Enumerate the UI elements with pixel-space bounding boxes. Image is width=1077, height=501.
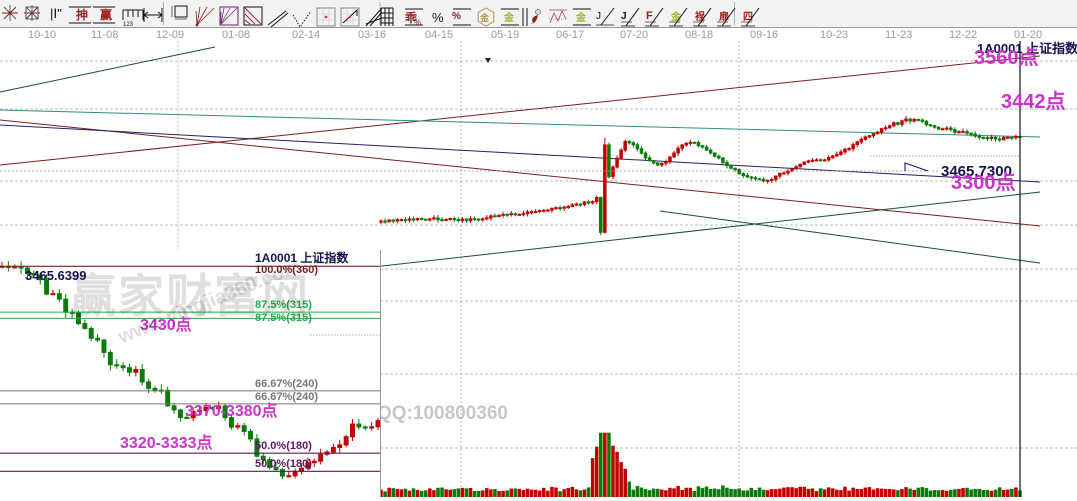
- svg-text:3465.6399: 3465.6399: [25, 268, 86, 283]
- svg-text:%: %: [452, 11, 461, 22]
- svg-text:66.67%(240): 66.67%(240): [255, 391, 318, 403]
- svg-text:1A0001 上证指数: 1A0001 上证指数: [255, 250, 349, 265]
- svg-text:QQ:100800360: QQ:100800360: [377, 403, 508, 424]
- svg-text:50.0%(180): 50.0%(180): [255, 458, 312, 470]
- svg-text:金: 金: [670, 10, 682, 23]
- svg-text:金: 金: [575, 11, 587, 24]
- svg-text:四: 四: [743, 11, 753, 23]
- svg-text:3560点: 3560点: [974, 46, 1039, 69]
- svg-text:123: 123: [123, 22, 134, 27]
- svg-text:金: 金: [503, 11, 515, 24]
- svg-text:赢: 赢: [100, 7, 112, 22]
- svg-text:J: J: [621, 11, 627, 22]
- svg-text:%: %: [432, 10, 444, 25]
- svg-text:3442点: 3442点: [1001, 90, 1066, 113]
- svg-text:3430点: 3430点: [140, 315, 192, 334]
- svg-text:%: %: [414, 18, 421, 27]
- svg-text:3370-3380点: 3370-3380点: [185, 401, 278, 420]
- svg-text:87.5%(315): 87.5%(315): [255, 312, 312, 324]
- svg-text:金: 金: [479, 12, 490, 23]
- svg-text:50.0%(180): 50.0%(180): [255, 440, 312, 452]
- svg-text:100.0%(360): 100.0%(360): [255, 264, 318, 276]
- svg-text:|Ⅰ": |Ⅰ": [50, 6, 62, 21]
- svg-text:66.67%(240): 66.67%(240): [255, 378, 318, 390]
- svg-text:3320-3333点: 3320-3333点: [120, 433, 213, 452]
- svg-text:87.5%(315): 87.5%(315): [255, 299, 312, 311]
- svg-text:3300点: 3300点: [951, 171, 1016, 194]
- svg-text:F: F: [646, 10, 653, 22]
- svg-text:裎: 裎: [695, 10, 705, 23]
- svg-text:扉: 扉: [718, 10, 729, 23]
- svg-text:J: J: [596, 11, 601, 22]
- svg-text:抻: 抻: [76, 7, 88, 22]
